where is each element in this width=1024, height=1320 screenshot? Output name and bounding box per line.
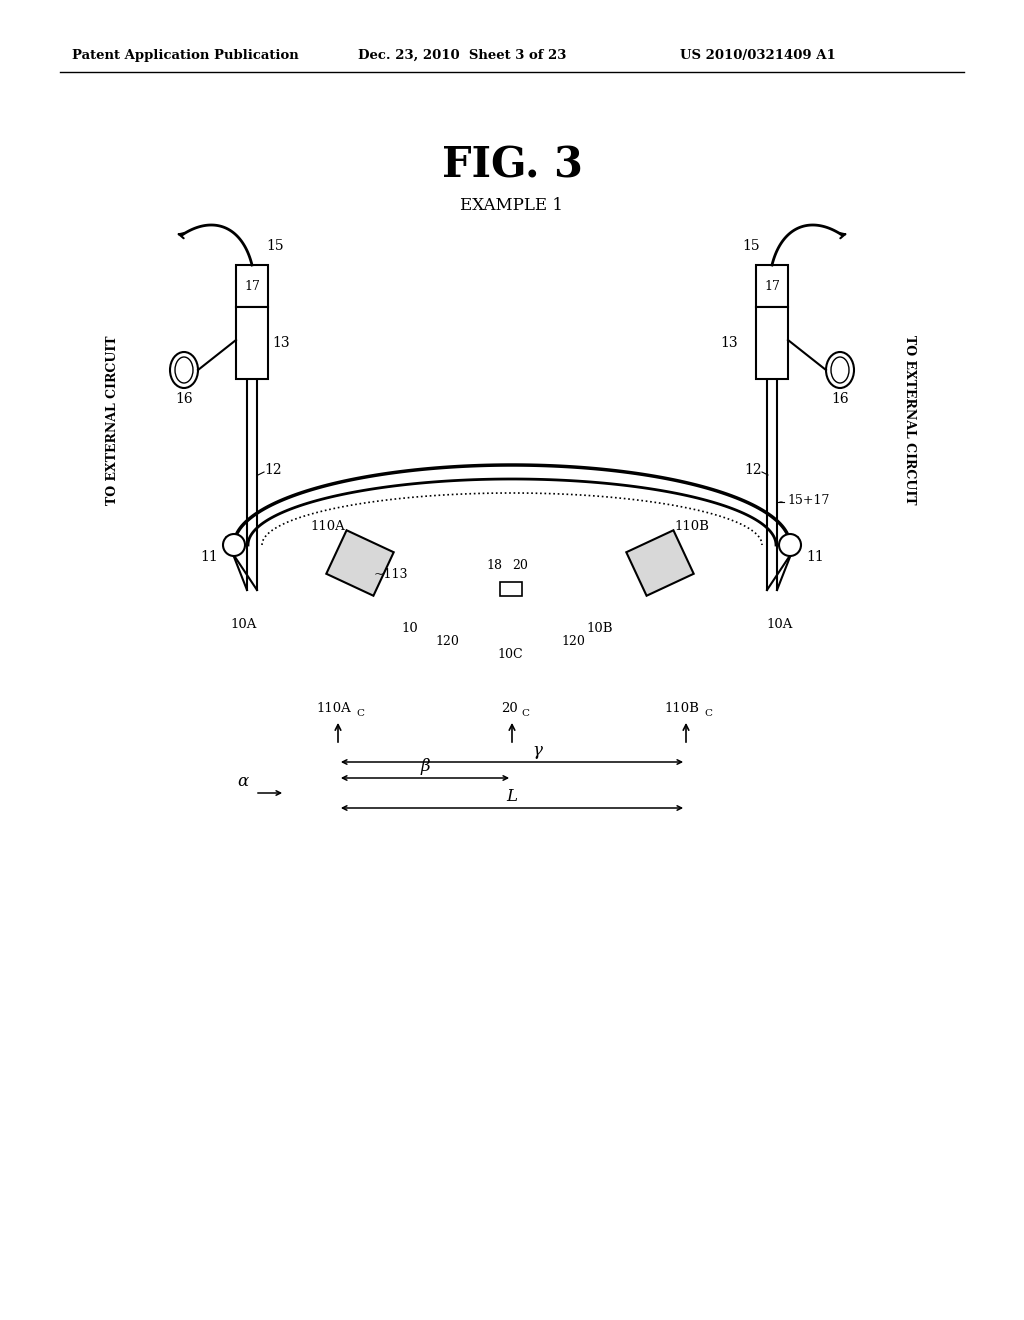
Text: US 2010/0321409 A1: US 2010/0321409 A1 xyxy=(680,49,836,62)
FancyBboxPatch shape xyxy=(500,582,522,597)
Text: 15: 15 xyxy=(266,239,284,253)
Ellipse shape xyxy=(170,352,198,388)
Text: C: C xyxy=(356,709,364,718)
Text: EXAMPLE 1: EXAMPLE 1 xyxy=(461,197,563,214)
FancyBboxPatch shape xyxy=(756,308,788,379)
Text: 12: 12 xyxy=(744,463,762,477)
Circle shape xyxy=(779,535,801,556)
Text: ~113: ~113 xyxy=(374,568,409,581)
Text: 110A: 110A xyxy=(310,520,345,533)
Ellipse shape xyxy=(826,352,854,388)
FancyBboxPatch shape xyxy=(236,265,268,308)
Text: 11: 11 xyxy=(806,550,824,564)
Polygon shape xyxy=(327,531,393,595)
Text: 10: 10 xyxy=(401,622,419,635)
Text: 15: 15 xyxy=(742,239,760,253)
Text: Patent Application Publication: Patent Application Publication xyxy=(72,49,299,62)
Text: TO EXTERNAL CIRCUIT: TO EXTERNAL CIRCUIT xyxy=(903,335,916,504)
Text: C: C xyxy=(705,709,712,718)
Text: β: β xyxy=(420,758,430,775)
Text: 16: 16 xyxy=(831,392,849,407)
Text: Dec. 23, 2010  Sheet 3 of 23: Dec. 23, 2010 Sheet 3 of 23 xyxy=(358,49,566,62)
Text: 17: 17 xyxy=(764,280,780,293)
Text: 13: 13 xyxy=(272,337,290,350)
Text: γ: γ xyxy=(532,742,542,759)
Text: 15+17: 15+17 xyxy=(787,494,829,507)
Text: 110B: 110B xyxy=(675,520,710,533)
Text: 110A: 110A xyxy=(316,702,351,715)
Text: 18: 18 xyxy=(486,558,502,572)
Text: 10B: 10B xyxy=(587,622,613,635)
Text: 120: 120 xyxy=(435,635,459,648)
Text: L: L xyxy=(507,788,517,805)
Ellipse shape xyxy=(175,356,193,383)
FancyBboxPatch shape xyxy=(756,265,788,308)
Text: 13: 13 xyxy=(720,337,737,350)
Text: α: α xyxy=(238,774,249,789)
Text: 16: 16 xyxy=(175,392,193,407)
Text: 10C: 10C xyxy=(498,648,523,661)
Text: 110B: 110B xyxy=(665,702,699,715)
Text: FIG. 3: FIG. 3 xyxy=(441,144,583,186)
Text: 12: 12 xyxy=(264,463,282,477)
Polygon shape xyxy=(627,531,693,595)
Circle shape xyxy=(223,535,245,556)
Text: 20: 20 xyxy=(512,558,528,572)
Text: TO EXTERNAL CIRCUIT: TO EXTERNAL CIRCUIT xyxy=(105,335,119,504)
Text: 10A: 10A xyxy=(230,618,257,631)
Text: C: C xyxy=(521,709,529,718)
Text: 17: 17 xyxy=(244,280,260,293)
Ellipse shape xyxy=(831,356,849,383)
FancyBboxPatch shape xyxy=(236,308,268,379)
Text: 120: 120 xyxy=(561,635,585,648)
Text: 11: 11 xyxy=(200,550,218,564)
Text: 20: 20 xyxy=(502,702,518,715)
Text: 10A: 10A xyxy=(767,618,794,631)
